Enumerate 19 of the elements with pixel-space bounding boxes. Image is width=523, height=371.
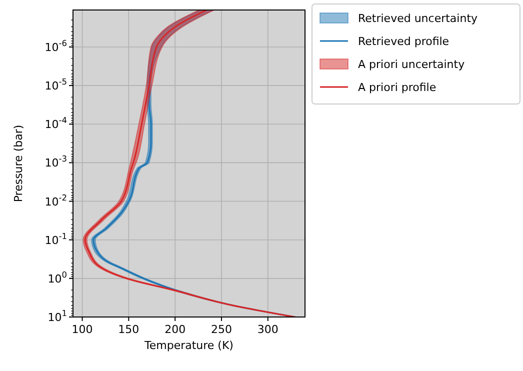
legend-label: Retrieved uncertainty — [358, 12, 478, 25]
x-tick-label: 100 — [72, 323, 93, 336]
x-tick-label: 300 — [257, 323, 278, 336]
x-tick-label: 200 — [164, 323, 186, 336]
y-tick-label: 10$^{-4}$ — [44, 115, 67, 132]
x-tick-label: 250 — [210, 323, 232, 336]
y-tick-label: 10$^{-6}$ — [44, 38, 67, 54]
legend-label: Retrieved profile — [358, 35, 450, 48]
y-axis-title: Pressure (bar) — [12, 124, 25, 202]
y-tick-label: 10$^{-3}$ — [44, 154, 67, 170]
y-tick-label: 10$^{-1}$ — [44, 230, 67, 247]
x-axis-title: Temperature (K) — [144, 339, 234, 352]
y-tick-label: 10$^{1}$ — [48, 308, 67, 324]
y-tick-label: 10$^{-2}$ — [44, 192, 67, 208]
legend-label: A priori profile — [358, 81, 436, 94]
y-tick-label: 10$^{-5}$ — [44, 76, 67, 93]
legend-label: A priori uncertainty — [358, 58, 466, 71]
x-tick-label: 150 — [118, 323, 140, 336]
y-tick-label: 10$^{0}$ — [48, 269, 67, 286]
